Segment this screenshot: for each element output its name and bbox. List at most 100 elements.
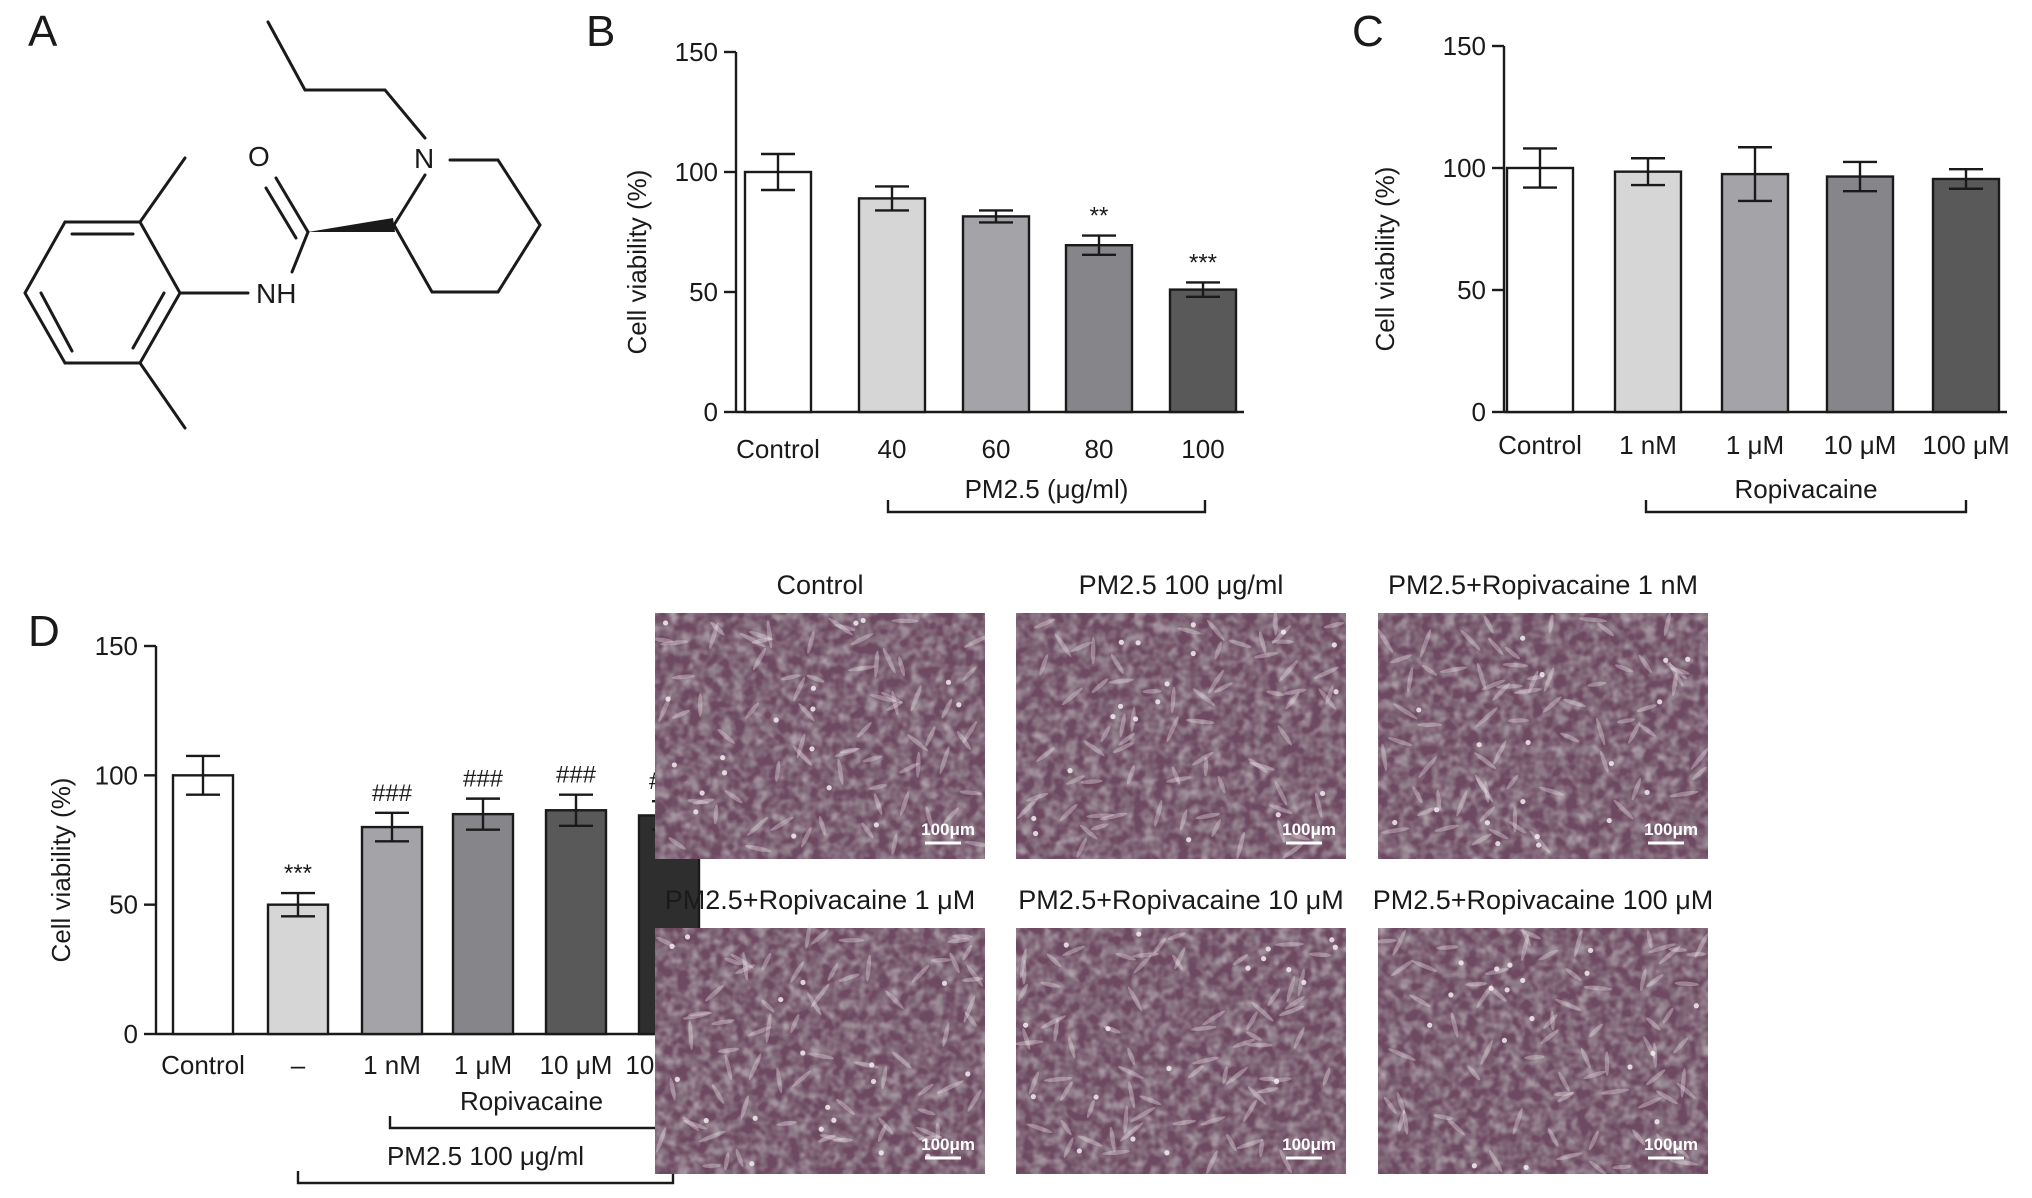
cell-outline <box>717 1047 740 1053</box>
bar-d <box>360 825 424 1036</box>
cell-outline <box>1277 819 1286 843</box>
cell-outline <box>775 760 781 782</box>
cell-outline <box>1108 678 1134 684</box>
y-tick-label-b: 100 <box>675 157 718 187</box>
bar-c <box>1613 170 1683 414</box>
cell-outline <box>687 799 710 805</box>
y-tick-label-c: 150 <box>1443 31 1486 61</box>
cell-outline <box>1290 833 1310 841</box>
cell-outline <box>1293 1026 1305 1049</box>
scale-bar-label: 100μm <box>1644 1135 1698 1154</box>
cell-outline <box>1277 725 1292 746</box>
round-cell <box>825 1104 831 1110</box>
round-cell <box>1130 1136 1136 1142</box>
category-label-d: 10 μM <box>540 1050 613 1080</box>
cell-outline <box>1214 641 1222 660</box>
round-cell <box>1105 1026 1111 1032</box>
round-cell <box>1458 960 1464 966</box>
cell-outline <box>882 648 896 674</box>
cell-outline <box>1036 747 1055 762</box>
cell-outline <box>963 995 976 1023</box>
panel-letter-c: C <box>1352 7 1384 56</box>
cell-outline <box>877 1124 887 1142</box>
cell-outline <box>761 999 775 1013</box>
cell-outline <box>1383 1096 1397 1114</box>
round-cell <box>1606 817 1612 824</box>
cell-outline <box>1236 1139 1263 1149</box>
cell-outline <box>1192 1056 1219 1065</box>
round-cell <box>1584 970 1590 976</box>
cell-outline <box>671 674 695 680</box>
cell-outline <box>891 833 898 855</box>
cell-outline <box>961 977 984 983</box>
cell-outline <box>740 1095 749 1120</box>
cell-outline <box>917 1083 934 1096</box>
round-cell <box>1520 798 1526 805</box>
cell-outline <box>1279 1005 1305 1016</box>
cell-outline <box>1259 1076 1279 1082</box>
cell-outline <box>1560 732 1580 743</box>
cell-outline <box>1079 824 1098 840</box>
cell-outline <box>1512 806 1518 833</box>
round-cell <box>1536 842 1542 848</box>
cell-outline <box>1318 688 1336 710</box>
round-cell <box>1132 716 1139 722</box>
cell-outline <box>1420 629 1432 658</box>
cell-outline <box>1563 698 1586 708</box>
category-label-c: 10 μM <box>1824 430 1897 460</box>
round-cell <box>1488 985 1494 991</box>
cell-outline <box>869 784 888 790</box>
micrograph-title: PM2.5+Ropivacaine 1 nM <box>1388 570 1698 600</box>
cell-outline <box>1421 664 1438 676</box>
cell-outline <box>1662 1007 1674 1024</box>
cell-outline <box>835 1098 855 1115</box>
cell-outline <box>1504 646 1520 660</box>
cell-outline <box>1492 682 1511 701</box>
category-label-b: 60 <box>982 434 1011 464</box>
y-tick-label-b: 150 <box>675 37 718 67</box>
cell-outline <box>1547 1128 1559 1147</box>
cell-outline <box>1480 1040 1493 1065</box>
micrograph-title: Control <box>776 570 863 600</box>
cell-outline <box>1652 1042 1658 1068</box>
cell-outline <box>744 844 772 853</box>
cell-outline <box>1396 1092 1406 1114</box>
cell-outline <box>1115 952 1136 961</box>
cell-outline <box>1179 809 1188 830</box>
cell-outline <box>827 963 839 982</box>
cell-outline <box>925 806 933 828</box>
cell-outline <box>1187 1065 1204 1079</box>
round-cell <box>1164 1150 1170 1156</box>
cell-outline <box>1692 766 1707 781</box>
cell-outline <box>1185 718 1215 725</box>
panel-letter-b: B <box>586 7 615 56</box>
cell-outline <box>1258 631 1266 654</box>
micrograph-texture <box>655 613 985 859</box>
round-cell <box>1033 830 1039 837</box>
round-cell <box>1523 1164 1529 1171</box>
y-tick-label-c: 0 <box>1472 397 1486 427</box>
cell-outline <box>1206 1150 1218 1174</box>
cell-outline <box>1139 1095 1162 1105</box>
significance-label-b: *** <box>1189 249 1217 276</box>
cell-outline <box>1166 716 1179 743</box>
round-cell <box>1504 987 1510 993</box>
cell-outline <box>1668 947 1688 953</box>
cell-outline <box>1266 690 1285 697</box>
y-tick-label-d: 100 <box>95 760 138 790</box>
cell-outline <box>917 1135 942 1141</box>
cell-outline <box>1118 733 1135 746</box>
cell-outline <box>798 703 815 722</box>
significance-label-d: ### <box>463 766 504 793</box>
cell-outline <box>1483 781 1490 803</box>
round-cell <box>860 617 866 624</box>
bar-d <box>266 903 330 1036</box>
bar-d <box>171 774 235 1036</box>
cell-outline <box>1669 790 1699 798</box>
cell-outline <box>910 685 922 712</box>
category-label-c: 100 μM <box>1922 430 2009 460</box>
cell-outline <box>1524 1054 1545 1060</box>
cell-outline <box>1493 740 1507 765</box>
cell-outline <box>652 637 674 643</box>
cell-outline <box>1325 685 1334 705</box>
